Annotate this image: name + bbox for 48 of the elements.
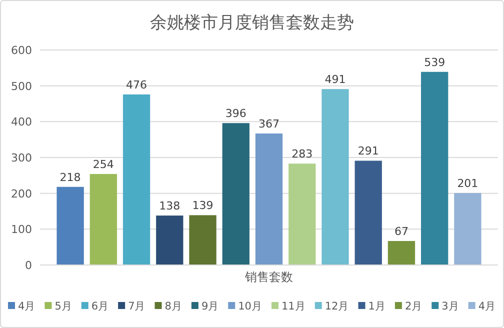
data-label: 476: [126, 78, 148, 92]
legend-label: 10月: [238, 300, 262, 312]
y-tick-label: 500: [11, 80, 32, 93]
legend-label: 2月: [404, 300, 423, 312]
bar: [90, 174, 117, 265]
legend-label: 8月: [164, 300, 182, 312]
data-label: 396: [225, 107, 246, 120]
legend-label: 5月: [54, 300, 72, 312]
y-tick-label: 0: [25, 259, 32, 272]
legend-label: 1月: [368, 300, 386, 312]
data-label: 539: [424, 56, 446, 69]
legend-label: 4月: [478, 300, 496, 312]
legend-label: 12月: [324, 300, 350, 312]
bar: [388, 240, 416, 265]
data-label: 367: [258, 117, 280, 130]
bar: [122, 94, 150, 265]
legend-label: 4月: [18, 300, 36, 312]
data-label: 67: [394, 224, 408, 238]
y-tick-label: 300: [11, 152, 32, 164]
x-tick-label: 销售套数: [244, 270, 293, 284]
bar: [322, 89, 349, 265]
data-label: 254: [92, 158, 114, 171]
legend-label: 3月: [442, 300, 460, 312]
data-label: 138: [159, 200, 180, 213]
y-tick-label: 400: [11, 116, 32, 129]
data-label: 218: [60, 170, 81, 184]
data-label: 491: [324, 73, 346, 86]
bar: [56, 186, 84, 265]
data-label: 283: [292, 148, 313, 161]
data-label: 139: [192, 199, 214, 212]
bar: [156, 216, 184, 265]
legend-label: 6月: [91, 300, 110, 312]
bar: [421, 72, 448, 265]
bar: [354, 160, 382, 265]
bar: [222, 123, 250, 265]
y-tick-label: 200: [11, 187, 32, 200]
bar: [454, 192, 482, 265]
chart-title: 余姚楼市月度销售套数走势: [150, 13, 354, 33]
legend-label: 7月: [128, 300, 146, 312]
y-tick-label: 100: [11, 223, 32, 236]
legend-label: 11月: [282, 300, 306, 312]
bar: [189, 215, 216, 265]
legend-label: 9月: [201, 300, 220, 312]
y-tick-label: 600: [11, 44, 32, 57]
bar: [255, 133, 283, 265]
bar: [288, 164, 316, 265]
data-label: 291: [358, 144, 379, 158]
data-label: 201: [457, 176, 478, 190]
